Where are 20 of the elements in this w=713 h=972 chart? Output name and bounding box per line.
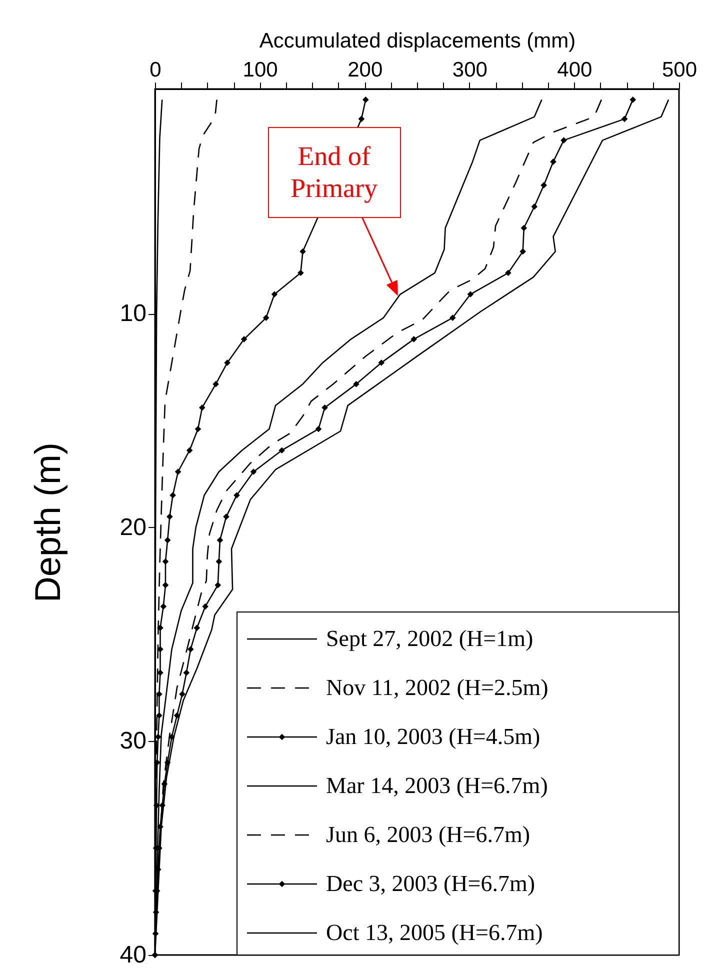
legend-label: Jun 6, 2003 (H=6.7m) [326, 822, 530, 847]
legend-label: Dec 3, 2003 (H=6.7m) [326, 871, 536, 896]
callout-box: End of Primary [268, 126, 400, 218]
y-axis-title: Depth (m) [26, 442, 68, 603]
x-tick-label: 300 [452, 58, 488, 82]
x-tick-label: 500 [662, 58, 698, 82]
legend-label: Mar 14, 2003 (H=6.7m) [326, 773, 548, 798]
x-tick-label: 100 [242, 58, 278, 82]
x-tick-label: 200 [348, 58, 383, 82]
x-tick-label: 400 [557, 58, 592, 82]
x-axis-title: Accumulated displacements (mm) [259, 30, 576, 52]
legend-label: Jan 10, 2003 (H=4.5m) [326, 724, 540, 749]
legend-label: Oct 13, 2005 (H=6.7m) [326, 920, 543, 945]
y-tick-label: 10 [120, 300, 146, 328]
legend-label: Nov 11, 2002 (H=2.5m) [326, 675, 548, 700]
x-tick-label: 0 [150, 58, 162, 82]
y-tick-label: 30 [120, 728, 146, 755]
y-tick-label: 40 [120, 942, 146, 968]
legend-label: Sept 27, 2002 (H=1m) [326, 626, 534, 651]
y-tick-label: 20 [120, 514, 146, 541]
